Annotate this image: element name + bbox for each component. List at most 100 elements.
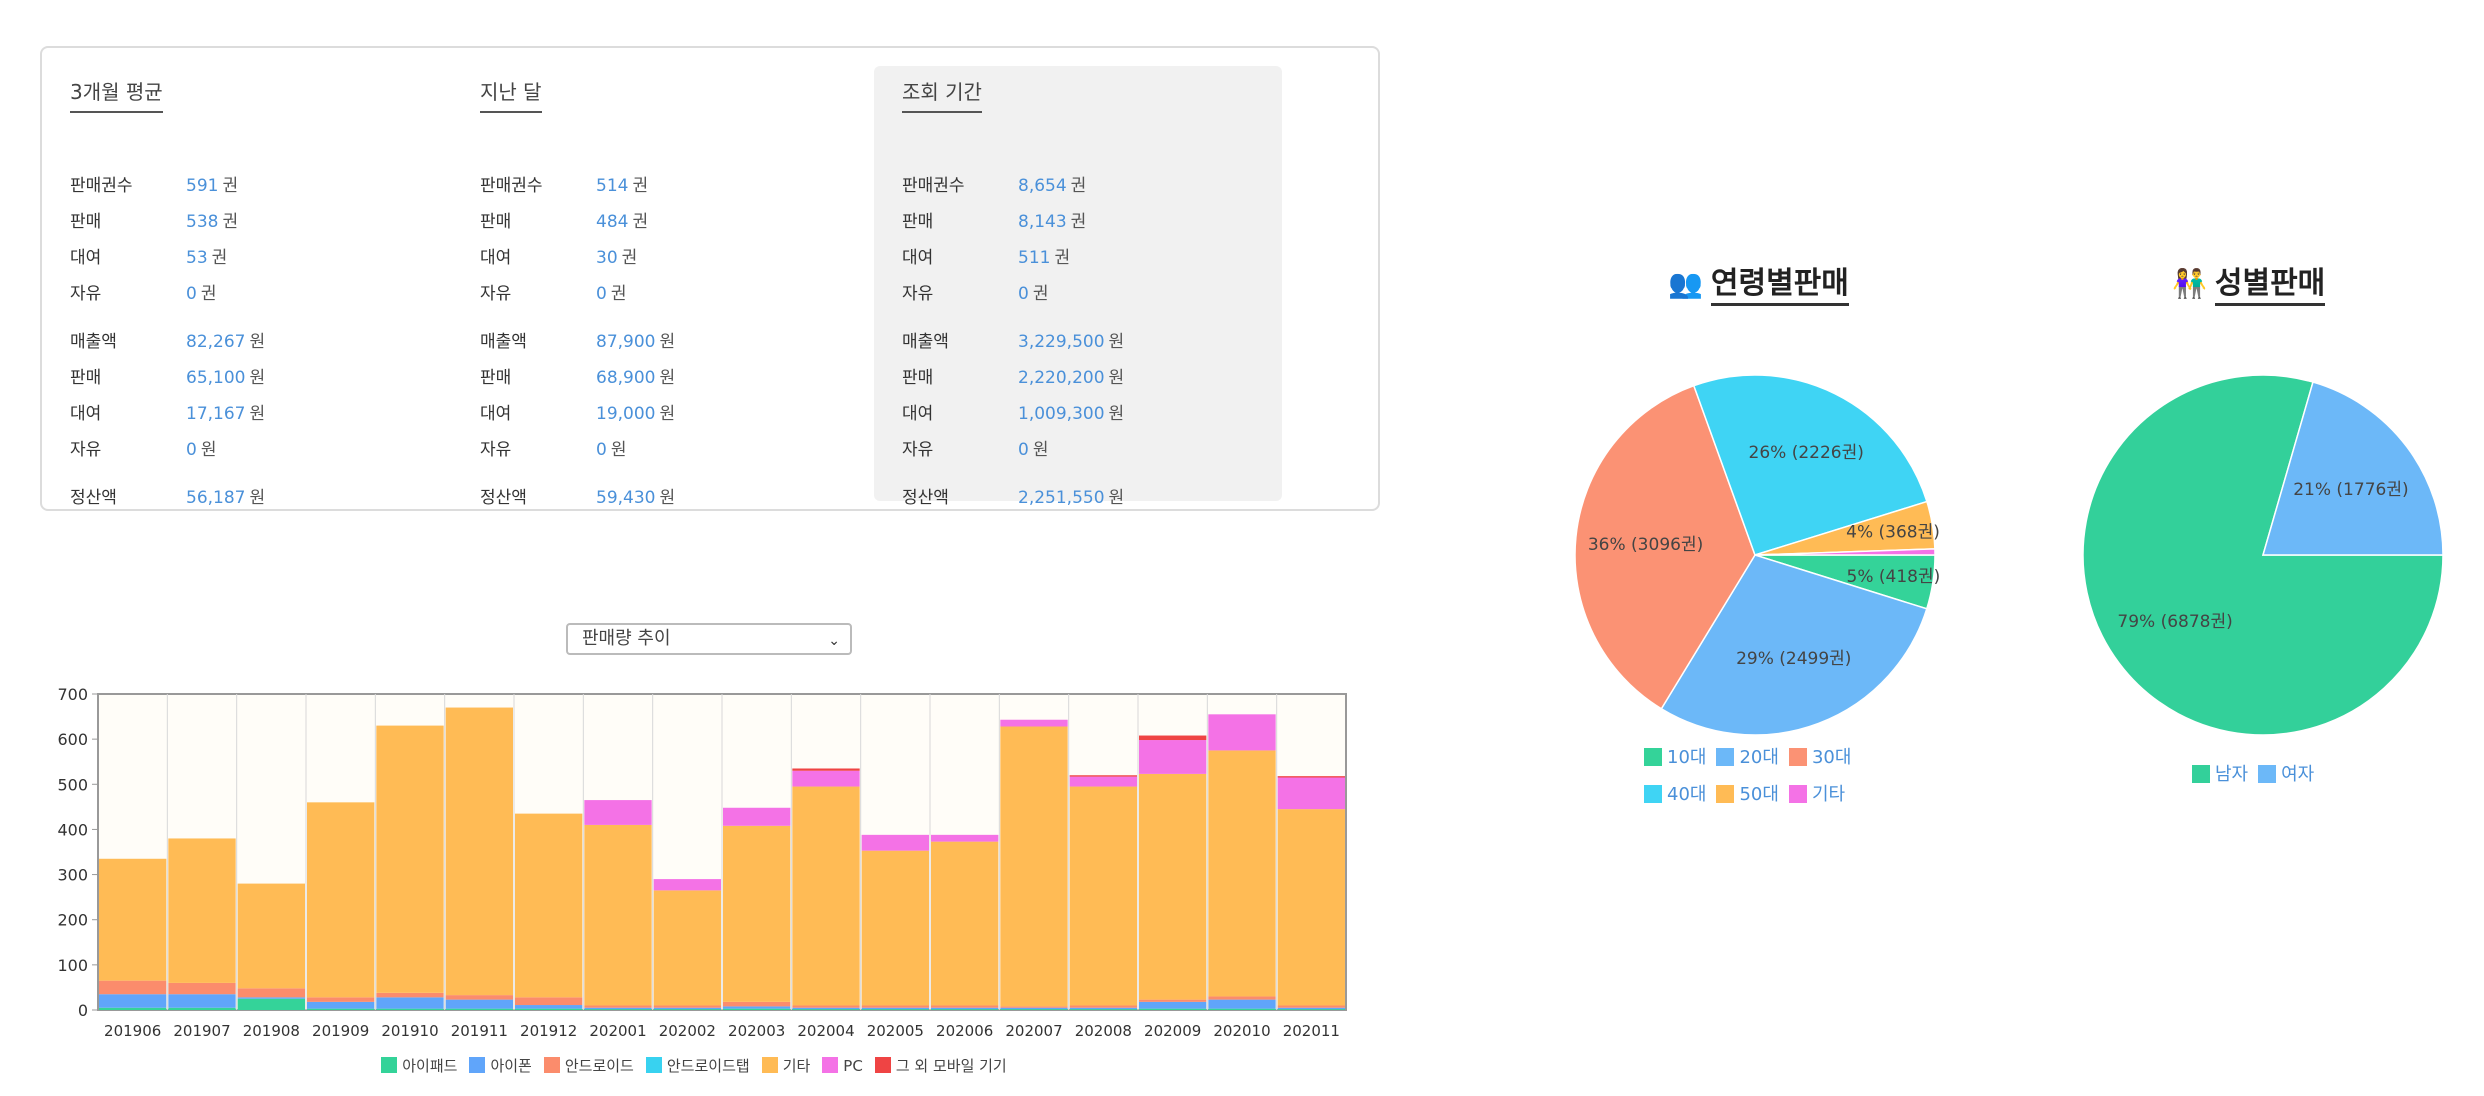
stat-label: 자유: [480, 440, 512, 460]
stat-row: 판매 484 권: [480, 210, 648, 234]
bar-segment: [792, 786, 860, 1006]
bar-segment: [99, 858, 167, 981]
y-tick-label: 600: [57, 730, 88, 749]
stat-label: 대여: [70, 404, 102, 424]
legend-swatch: [1716, 748, 1735, 766]
x-tick-label: 202010: [1213, 1022, 1270, 1040]
stat-value: 17,167: [186, 404, 246, 424]
legend-item: 아이패드: [381, 1055, 457, 1076]
bar-segment: [1139, 1008, 1207, 1010]
stat-value: 65,100: [186, 368, 246, 388]
stat-unit: 권: [610, 284, 627, 304]
legend-swatch: [761, 1057, 778, 1073]
legend-label: 남자: [2215, 764, 2249, 785]
bar-segment: [1069, 1007, 1137, 1010]
x-tick-label: 202005: [867, 1022, 924, 1040]
stat-row: 자유 0 원: [902, 438, 1048, 462]
stat-unit: 권: [1032, 284, 1049, 304]
stat-row: 자유 0 원: [70, 438, 216, 462]
age-pie-legend-row-1: 10대 20대 30대: [1644, 743, 1861, 769]
stat-value: 538: [186, 212, 219, 232]
x-tick-label: 202006: [936, 1022, 993, 1040]
stat-value: 19,000: [596, 404, 656, 424]
bar-segment: [376, 1008, 444, 1010]
stat-unit: 원: [249, 368, 266, 388]
bar-segment: [515, 1005, 583, 1009]
stat-unit: 권: [632, 176, 649, 196]
pie-slice-label: 29% (2499권): [1736, 649, 1851, 669]
legend-item: 30대: [1788, 743, 1851, 769]
stat-label: 정산액: [902, 488, 949, 508]
period-title: 3개월 평균: [70, 76, 163, 113]
x-tick-label: 202011: [1283, 1022, 1340, 1040]
stat-unit: 원: [1108, 368, 1125, 388]
bar-segment: [376, 725, 444, 993]
bar-segment: [861, 1005, 929, 1008]
male-female-icon: 👫: [2172, 267, 2207, 300]
stat-label: 판매권수: [902, 176, 965, 196]
bar-segment: [99, 980, 167, 995]
legend-swatch: [2192, 765, 2210, 783]
x-tick-label: 201908: [243, 1022, 300, 1040]
bar-segment: [237, 998, 305, 1010]
chevron-down-icon: ⌄: [828, 633, 840, 649]
legend-item: 그 외 모바일 기기: [874, 1055, 1007, 1076]
bar-segment: [861, 1007, 929, 1010]
stat-value: 59,430: [596, 488, 656, 508]
bar-segment: [931, 841, 999, 1006]
bar-segment: [1000, 1006, 1068, 1008]
legend-item: 20대: [1716, 743, 1779, 769]
bar-segment: [1069, 786, 1137, 1006]
pie-slice: [1754, 548, 1936, 556]
bar-segment: [792, 1007, 860, 1010]
pie-slice-label: 36% (3096권): [1588, 535, 1703, 555]
stat-label: 자유: [70, 440, 102, 460]
x-tick-label: 201907: [173, 1022, 230, 1040]
stat-label: 판매권수: [70, 176, 133, 196]
legend-label: 기타: [1811, 784, 1846, 805]
stat-row: 매출액 3,229,500 원: [902, 330, 1124, 354]
legend-item: 10대: [1644, 743, 1706, 769]
pie-slice-label: 5% (418권): [1847, 567, 1941, 587]
bar-segment: [168, 1007, 236, 1010]
gender-pie-title: 👫 성별판매: [2172, 258, 2326, 306]
legend-swatch: [1788, 748, 1807, 766]
bar-segment: [653, 1009, 721, 1010]
bar-segment: [1069, 1005, 1137, 1008]
bar-segment: [237, 988, 305, 998]
stat-value: 56,187: [186, 488, 246, 508]
age-pie-title: 👥 연령별판매: [1668, 258, 1849, 306]
bar-segment: [1069, 775, 1137, 777]
bar-segment: [515, 813, 583, 998]
bar-segment: [1139, 999, 1207, 1002]
pie-slice-label: 26% (2226권): [1749, 443, 1864, 463]
bar-segment: [653, 879, 721, 891]
legend-item: 50대: [1716, 780, 1779, 806]
stat-value: 0: [596, 284, 607, 304]
stat-row: 정산액 2,251,550 원: [902, 486, 1124, 510]
stat-value: 0: [596, 440, 607, 460]
legend-swatch: [543, 1057, 560, 1073]
stat-label: 매출액: [902, 332, 949, 352]
bar-segment: [723, 1001, 791, 1007]
legend-swatch: [1788, 785, 1807, 803]
stat-value: 53: [186, 248, 208, 268]
gender-sales-pie-chart: 79% (6878권) 21% (1776권): [2082, 374, 2444, 736]
stat-unit: 원: [1108, 488, 1125, 508]
legend-label: 기타: [782, 1057, 811, 1075]
stat-row: 판매 538 권: [70, 210, 238, 234]
stat-value: 8,654: [1018, 176, 1067, 196]
stat-unit: 권: [200, 284, 217, 304]
bar-segment: [1000, 1009, 1068, 1010]
bar-segment: [931, 1005, 999, 1008]
stat-unit: 원: [1032, 440, 1049, 460]
age-pie-legend-row-2: 40대 50대 기타: [1644, 780, 1855, 806]
sales-trend-bar-chart: 0 100 200 300 400 500 600 700 201906 201907 201908…: [57, 685, 1347, 1040]
stat-value: 0: [186, 440, 197, 460]
stat-value: 3,229,500: [1018, 332, 1105, 352]
gender-pie-legend: 남자 여자: [2192, 760, 2324, 786]
people-icon: 👥: [1668, 267, 1703, 300]
chart-type-select[interactable]: 판매량 추이 ⌄: [566, 623, 852, 655]
bar-segment: [1277, 1005, 1345, 1008]
legend-item: 기타: [761, 1055, 811, 1076]
